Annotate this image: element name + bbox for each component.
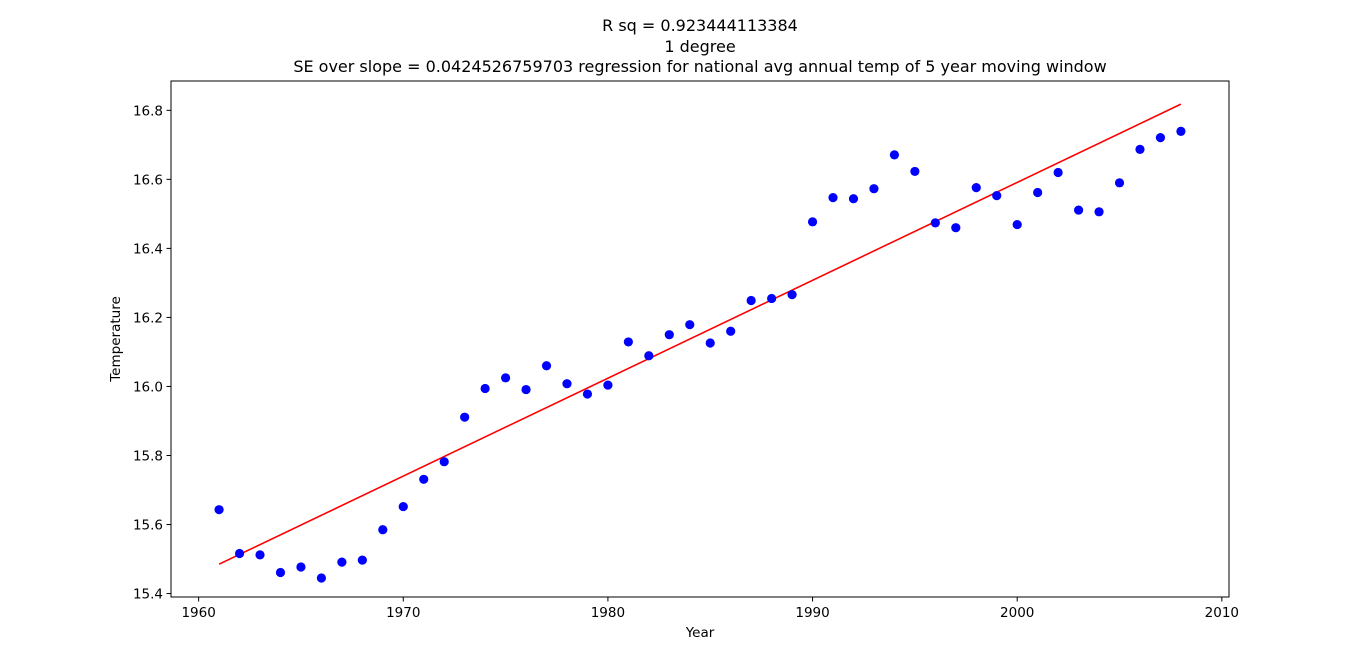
data-point [685,320,695,330]
data-points-group [214,126,1186,583]
data-point [1155,133,1166,143]
data-point [869,184,879,194]
data-point [214,505,224,515]
data-point [623,337,633,347]
data-point [787,290,797,300]
data-point [460,412,470,422]
regression-line-group [218,103,1182,565]
x-tick-label: 1960 [181,605,215,621]
data-point [316,573,327,583]
data-point [296,562,306,572]
data-point [439,457,449,467]
data-point [848,194,859,204]
data-point [1033,187,1043,198]
title-line-3: SE over slope = 0.0424526759703 regressi… [293,57,1106,76]
data-point [500,373,511,383]
data-point [767,293,777,304]
data-point [275,567,286,578]
y-tick-label: 16.8 [133,103,163,119]
data-point [521,384,531,395]
data-point [582,389,593,399]
x-tick-label: 2000 [1000,605,1034,621]
data-point [664,330,674,340]
y-tick-label: 15.4 [133,587,163,603]
data-point [726,326,736,336]
data-point [1114,178,1125,188]
data-point [705,338,715,348]
data-point [378,525,388,535]
data-point [541,361,552,371]
y-tick-label: 16.0 [133,379,163,395]
y-tick-label: 15.6 [133,518,163,534]
data-point [930,218,940,228]
data-point [910,166,920,177]
data-point [234,548,245,559]
data-point [951,223,961,233]
data-point [828,193,838,203]
x-axis: 1960 1970 1980 1990 2000 2010 [181,597,1239,621]
x-tick-label: 1990 [795,605,829,621]
data-point [255,550,265,560]
data-point [398,501,408,512]
y-axis-label: Temperature [108,296,124,383]
data-point [1176,126,1186,136]
data-point [746,295,756,306]
regression-line [218,103,1182,565]
data-point [1053,167,1063,178]
x-tick-label: 1970 [386,605,420,621]
y-tick-label: 16.2 [133,310,163,326]
y-tick-label: 15.8 [133,448,163,464]
data-point [357,555,367,565]
data-point [419,474,429,484]
data-point [562,379,572,389]
data-point [992,190,1002,201]
data-point [1073,205,1084,215]
data-point [603,380,613,390]
title-line-2: 1 degree [664,37,735,56]
data-point [644,351,654,361]
data-point [480,383,490,394]
data-point [807,217,818,227]
y-tick-label: 16.6 [133,172,163,188]
x-axis-label: Year [685,625,715,641]
y-axis: 15.4 15.6 15.8 16.0 16.2 16.4 16.6 16.8 [133,103,171,603]
x-tick-label: 2010 [1205,605,1239,621]
data-point [1094,207,1104,217]
data-point [1135,144,1145,154]
y-tick-label: 16.4 [133,241,163,257]
plot-area-frame [170,80,1230,598]
x-tick-label: 1980 [591,605,625,621]
data-point [971,183,981,193]
data-point [1012,219,1022,230]
title-line-1: R sq = 0.923444113384 [602,16,798,35]
data-point [337,557,347,567]
data-point [889,150,900,160]
